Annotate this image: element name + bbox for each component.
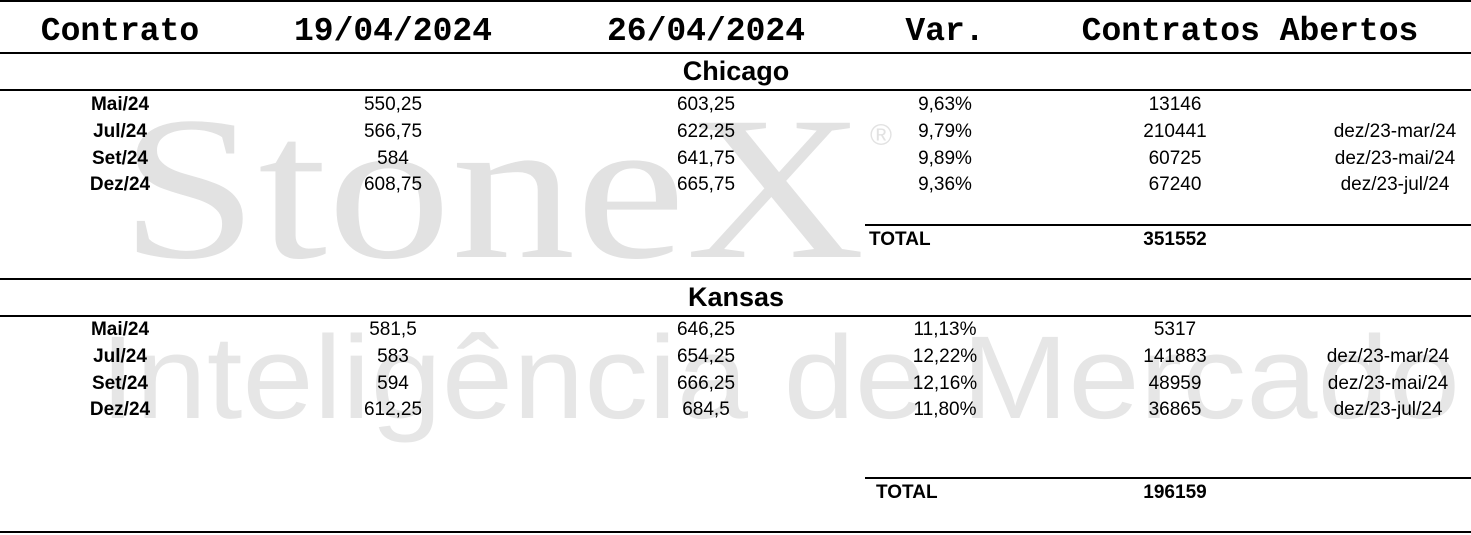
- cell: 646,25: [677, 319, 735, 340]
- cell: 654,25: [677, 346, 735, 367]
- cell: 12,16%: [913, 373, 978, 394]
- total-value: 196159: [1143, 482, 1206, 503]
- cell: 141883: [1143, 346, 1206, 367]
- cell: 665,75: [677, 174, 735, 195]
- cell: 666,25: [677, 373, 735, 394]
- section-title: Chicago: [683, 56, 790, 86]
- column-header: 19/04/2024: [294, 13, 492, 50]
- cell: 684,5: [682, 399, 730, 420]
- cell: dez/23-jul/24: [1334, 399, 1443, 420]
- column-header: Var.: [905, 13, 984, 50]
- cell: 622,25: [677, 121, 735, 142]
- watermark-mark: ®: [870, 119, 892, 152]
- cell: 612,25: [364, 399, 422, 420]
- cell: Jul/24: [93, 121, 147, 142]
- cell: Mai/24: [91, 94, 150, 115]
- cell: 48959: [1149, 373, 1202, 394]
- cell: dez/23-mai/24: [1328, 373, 1449, 394]
- cell: Set/24: [92, 148, 148, 169]
- column-header: Contratos Abertos: [1082, 13, 1419, 50]
- watermark-tagline: Inteligência de Mercado: [100, 312, 1460, 444]
- watermark-brand: StoneX: [120, 75, 865, 302]
- cell: 581,5: [369, 319, 417, 340]
- cell: 641,75: [677, 148, 735, 169]
- cell: 60725: [1149, 148, 1202, 169]
- cell: Dez/24: [90, 174, 151, 195]
- cell: 210441: [1143, 121, 1206, 142]
- cell: dez/23-jul/24: [1341, 174, 1450, 195]
- cell: 9,36%: [918, 174, 972, 195]
- cell: 9,89%: [918, 148, 972, 169]
- cell: dez/23-mar/24: [1327, 346, 1450, 367]
- cell: 12,22%: [913, 346, 978, 367]
- cell: 550,25: [364, 94, 422, 115]
- cell: 9,63%: [918, 94, 972, 115]
- total-label: TOTAL: [876, 482, 938, 503]
- column-header: Contrato: [41, 13, 199, 50]
- cell: 603,25: [677, 94, 735, 115]
- cell: dez/23-mar/24: [1334, 121, 1457, 142]
- cell: 36865: [1149, 399, 1202, 420]
- cell: 583: [377, 346, 409, 367]
- cell: 608,75: [364, 174, 422, 195]
- cell: Set/24: [92, 373, 148, 394]
- cell: 584: [377, 148, 409, 169]
- cell: 67240: [1149, 174, 1202, 195]
- total-value: 351552: [1143, 229, 1206, 250]
- cell: 13146: [1149, 94, 1202, 115]
- column-header: 26/04/2024: [607, 13, 805, 50]
- cell: 5317: [1154, 319, 1196, 340]
- cell: dez/23-mai/24: [1335, 148, 1456, 169]
- cell: Dez/24: [90, 399, 151, 420]
- cell: 9,79%: [918, 121, 972, 142]
- cell: 11,13%: [913, 319, 976, 340]
- section-title: Kansas: [688, 282, 784, 312]
- cell: Mai/24: [91, 319, 150, 340]
- total-label: TOTAL: [869, 229, 931, 250]
- cell: 11,80%: [913, 399, 976, 420]
- cell: 566,75: [364, 121, 422, 142]
- cell: 594: [377, 373, 409, 394]
- cell: Jul/24: [93, 346, 147, 367]
